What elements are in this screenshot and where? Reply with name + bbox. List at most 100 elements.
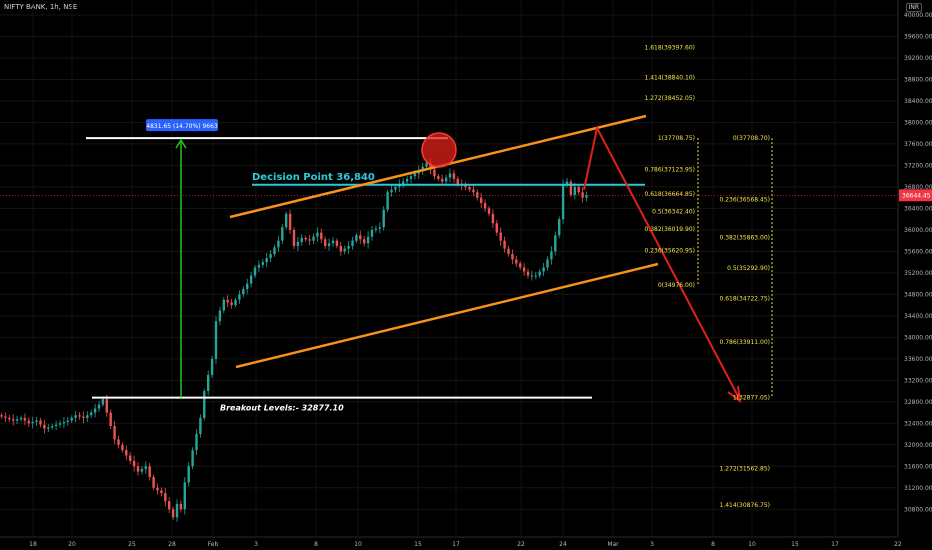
candle-body — [269, 254, 272, 259]
candle-body — [82, 416, 85, 418]
candle-body — [140, 468, 144, 472]
candle-body — [273, 247, 276, 255]
candle-body — [109, 412, 112, 426]
candle-body — [331, 240, 335, 244]
candle-body — [320, 232, 323, 240]
candle-body — [179, 503, 183, 510]
candle-body — [421, 166, 424, 171]
candle-body — [366, 236, 370, 244]
currency-badge[interactable]: INR — [905, 3, 922, 12]
y-tick-label: 39200.00 — [904, 55, 932, 62]
candle-body — [23, 417, 27, 421]
fib-upper-label: 0.618(36664.85) — [645, 191, 696, 198]
y-tick-label: 31200.00 — [904, 485, 932, 492]
candle-body — [86, 415, 89, 418]
fib-upper-label: 0.5(36342.40) — [652, 208, 695, 215]
candle-body — [511, 254, 514, 260]
y-tick-label: 35600.00 — [904, 248, 932, 255]
candle-body — [312, 236, 315, 241]
candle-body — [125, 450, 128, 456]
y-tick-label: 38000.00 — [904, 119, 932, 126]
x-tick-label: 10 — [748, 541, 756, 548]
candle-body — [304, 237, 307, 240]
candle-body — [339, 246, 342, 252]
candle-body — [363, 239, 366, 244]
candle-body — [218, 310, 222, 322]
candle-body — [370, 229, 374, 237]
candle-body — [265, 258, 268, 263]
candle-body — [495, 223, 498, 233]
candle-body — [136, 466, 140, 472]
candle-body — [222, 299, 225, 311]
price-series — [0, 157, 588, 522]
y-axis[interactable]: 30800.00 31200.00 31600.00 32000.00 32400.00… — [897, 0, 932, 536]
candle-body — [327, 243, 331, 247]
candle-body — [456, 178, 459, 185]
candle-body — [355, 235, 358, 241]
candle-body — [573, 186, 576, 195]
candle-body — [464, 185, 467, 187]
x-tick-label: 10 — [354, 541, 362, 548]
candle-body — [144, 466, 147, 469]
candle-body — [359, 235, 362, 240]
candle-body — [249, 275, 253, 284]
x-tick-label: 22 — [517, 541, 525, 548]
x-tick-label: 3 — [650, 541, 654, 548]
candle-body — [242, 288, 245, 295]
projection-path — [583, 125, 741, 401]
y-tick-label: 34000.00 — [904, 334, 932, 341]
x-tick-label: 3 — [254, 541, 258, 548]
current-price-label: 36644.45 — [902, 192, 931, 199]
candle-body — [78, 415, 81, 417]
candle-body — [261, 262, 264, 265]
candle-body — [191, 450, 194, 467]
x-axis[interactable]: 18 20 25 28 Feb 3 8 10 15 17 22 24 Mar 3 8 10 15 17 22 — [0, 536, 902, 548]
y-tick-label: 33200.00 — [904, 377, 932, 384]
candle-body — [19, 417, 23, 420]
candle-body — [483, 203, 487, 209]
candle-body — [97, 404, 101, 409]
y-tick-label: 34400.00 — [904, 313, 932, 320]
candle-body — [281, 227, 284, 241]
y-tick-label: 36800.00 — [904, 184, 932, 191]
candle-body — [199, 417, 202, 435]
candle-body — [171, 509, 175, 518]
candle-body — [472, 189, 475, 193]
candle-body — [452, 173, 456, 179]
candle-body — [230, 302, 233, 306]
candle-body — [183, 482, 186, 510]
candle-body — [444, 177, 448, 182]
candle-body — [0, 415, 3, 417]
fib-upper-label: 0.236(35620.95) — [645, 247, 696, 254]
candle-body — [437, 176, 440, 179]
y-tick-label: 40000.00 — [904, 12, 932, 19]
y-tick-label: 30800.00 — [904, 506, 932, 513]
candle-body — [374, 228, 378, 230]
candle-body — [277, 240, 280, 248]
candle-body — [43, 424, 46, 429]
fib-lower-label: 1(32877.05) — [733, 395, 770, 402]
candle-body — [542, 267, 545, 272]
candle-body — [425, 162, 428, 167]
candle-body — [569, 181, 573, 195]
candle-body — [132, 460, 136, 467]
candle-body — [534, 275, 537, 277]
x-tick-label: 22 — [894, 541, 902, 548]
fib-upper-label: 0.382(36019.90) — [645, 226, 696, 233]
candle-body — [195, 434, 198, 451]
candle-body — [117, 439, 120, 445]
candle-body — [546, 259, 549, 268]
fib-upper-label: 1.414(38840.10) — [645, 74, 696, 81]
x-tick-label: Feb — [208, 541, 219, 548]
candle-body — [93, 408, 97, 413]
candle-body — [27, 420, 30, 424]
candle-body — [503, 240, 506, 249]
candle-body — [499, 232, 502, 241]
current-price-tag — [899, 189, 932, 202]
candle-body — [66, 420, 69, 422]
y-tick-label: 34800.00 — [904, 291, 932, 298]
candle-body — [47, 427, 50, 429]
candle-body — [409, 176, 413, 179]
y-tick-label: 38800.00 — [904, 76, 932, 83]
